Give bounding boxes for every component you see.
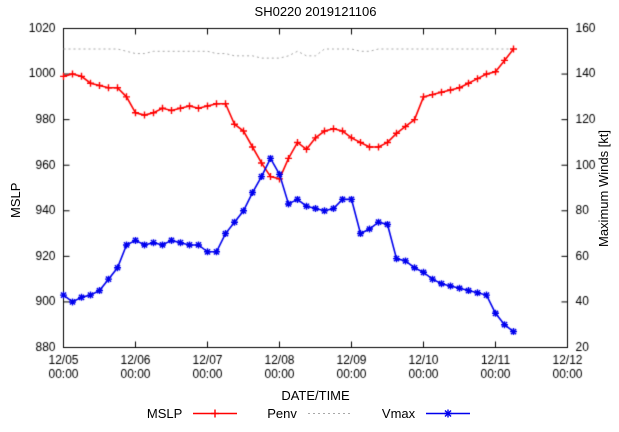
penv-line-sample-icon — [307, 413, 352, 414]
chart-title: SH0220 2019121106 — [254, 4, 377, 19]
legend-label-mslp: MSLP — [146, 406, 183, 421]
y-axis-label-left: MSLP — [8, 182, 23, 218]
legend-item-mslp: MSLP — [147, 406, 239, 421]
y-axis-label-right: Maximum Winds [kt] — [596, 129, 611, 247]
vmax-line-sample-icon — [426, 409, 471, 418]
mslp-line-sample-icon — [193, 409, 238, 418]
legend-item-penv: Penv — [267, 406, 354, 421]
legend-label-vmax: Vmax — [381, 406, 416, 421]
chart-legend: MSLP Penv Vmax — [0, 406, 619, 421]
x-axis-label: DATE/TIME — [281, 388, 350, 403]
legend-item-vmax: Vmax — [382, 406, 472, 421]
legend-label-penv: Penv — [267, 406, 297, 421]
